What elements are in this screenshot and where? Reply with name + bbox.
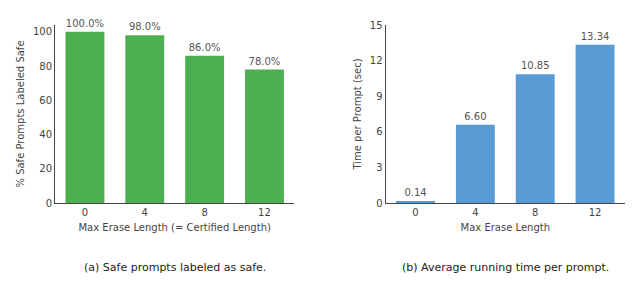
- svg-text:12: 12: [589, 207, 602, 218]
- svg-text:98.0%: 98.0%: [129, 21, 161, 32]
- svg-text:78.0%: 78.0%: [249, 56, 281, 67]
- svg-text:40: 40: [39, 129, 52, 140]
- svg-text:100.0%: 100.0%: [66, 18, 104, 29]
- svg-text:(b) Average running time per p: (b) Average running time per prompt.: [402, 261, 609, 274]
- svg-text:4: 4: [472, 207, 478, 218]
- svg-text:12: 12: [258, 207, 271, 218]
- svg-text:60: 60: [39, 95, 52, 106]
- svg-text:(a) Safe prompts labeled as sa: (a) Safe prompts labeled as safe.: [84, 261, 266, 274]
- svg-text:86.0%: 86.0%: [189, 42, 221, 53]
- svg-text:0: 0: [46, 198, 52, 209]
- svg-text:4: 4: [142, 207, 148, 218]
- svg-text:9: 9: [376, 91, 382, 102]
- svg-text:0: 0: [412, 207, 418, 218]
- svg-text:0: 0: [376, 198, 382, 209]
- svg-text:0: 0: [82, 207, 88, 218]
- svg-text:6.60: 6.60: [464, 111, 486, 122]
- svg-text:12: 12: [370, 55, 383, 66]
- svg-text:0.14: 0.14: [404, 187, 426, 198]
- svg-text:8: 8: [201, 207, 207, 218]
- svg-text:Time per Prompt (sec): Time per Prompt (sec): [352, 58, 363, 170]
- svg-text:100: 100: [33, 26, 52, 37]
- svg-text:80: 80: [39, 61, 52, 72]
- svg-text:8: 8: [532, 207, 538, 218]
- svg-text:6: 6: [376, 126, 382, 137]
- svg-text:3: 3: [376, 162, 382, 173]
- svg-text:% Safe Prompts Labeled Safe: % Safe Prompts Labeled Safe: [15, 40, 26, 187]
- svg-text:Max Erase Length: Max Erase Length: [461, 222, 550, 233]
- svg-text:15: 15: [370, 20, 383, 31]
- svg-text:20: 20: [39, 163, 52, 174]
- svg-text:13.34: 13.34: [581, 31, 610, 42]
- svg-text:10.85: 10.85: [521, 60, 550, 71]
- svg-text:Max Erase Length (= Certified: Max Erase Length (= Certified Length): [78, 222, 270, 233]
